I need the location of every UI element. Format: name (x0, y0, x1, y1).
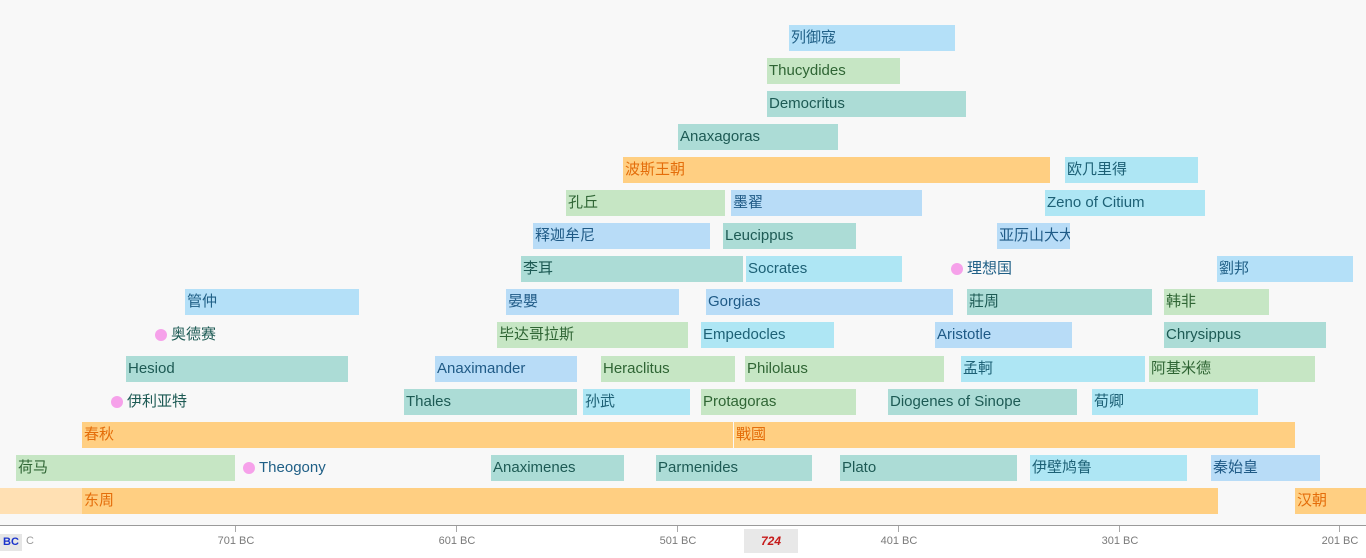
event-warring-states[interactable]: 戰國 (734, 422, 1295, 448)
event-pythagoras[interactable]: 毕达哥拉斯 (497, 322, 688, 348)
event-epicurus[interactable]: 伊壁鸠鲁 (1030, 455, 1187, 481)
event-han-dynasty[interactable]: 汉朝 (1295, 488, 1366, 514)
point-marker-icon (951, 263, 963, 275)
event-parmenides[interactable]: Parmenides (656, 455, 812, 481)
event-protagoras[interactable]: Protagoras (701, 389, 856, 415)
event-qin-shi-huang[interactable]: 秦始皇 (1211, 455, 1320, 481)
event-anaximenes[interactable]: Anaximenes (491, 455, 624, 481)
event-chrysippus[interactable]: Chrysippus (1164, 322, 1326, 348)
event-plato[interactable]: Plato (840, 455, 1017, 481)
point-event-odyssey[interactable]: 奥德赛 (155, 322, 216, 348)
event-socrates[interactable]: Socrates (746, 256, 902, 282)
event-kong-qiu[interactable]: 孔丘 (566, 190, 725, 216)
event-liu-bang[interactable]: 劉邦 (1217, 256, 1353, 282)
axis-tick (1119, 526, 1120, 532)
event-alexander[interactable]: 亚历山大大帝 (997, 223, 1070, 249)
axis-tick (898, 526, 899, 532)
event-anaxagoras[interactable]: Anaxagoras (678, 124, 838, 150)
event-archimedes[interactable]: 阿基米德 (1149, 356, 1315, 382)
time-axis[interactable]: BC C 701 BC 601 BC 501 BC 401 BC 301 BC … (0, 525, 1366, 558)
point-label: 伊利亚特 (127, 393, 188, 410)
axis-tick-label: 601 BC (438, 535, 476, 547)
point-marker-icon (243, 462, 255, 474)
event-xun-qing[interactable]: 荀卿 (1092, 389, 1258, 415)
point-label: Theogony (259, 459, 326, 476)
event-diogenes[interactable]: Diogenes of Sinope (888, 389, 1077, 415)
event-li-er[interactable]: 李耳 (521, 256, 743, 282)
event-empedocles[interactable]: Empedocles (701, 322, 834, 348)
event-meng-ke[interactable]: 孟軻 (961, 356, 1145, 382)
event-anaximander[interactable]: Anaximander (435, 356, 577, 382)
event-hesiod[interactable]: Hesiod (126, 356, 348, 382)
cursor-year-label: 724 (760, 534, 782, 548)
event-leucippus[interactable]: Leucippus (723, 223, 856, 249)
axis-tick (235, 526, 236, 532)
point-event-republic[interactable]: 理想国 (951, 256, 1012, 282)
event-guan-zhong[interactable]: 管仲 (185, 289, 359, 315)
axis-tick-label: 501 BC (659, 535, 697, 547)
event-eastern-zhou[interactable]: 东周 (82, 488, 1218, 514)
event-heraclitus[interactable]: Heraclitus (601, 356, 735, 382)
event-aristotle[interactable]: Aristotle (935, 322, 1072, 348)
event-era-segment[interactable] (0, 488, 82, 514)
era-suffix: C (26, 535, 34, 547)
axis-tick-label: 701 BC (217, 535, 255, 547)
cursor-year-marker[interactable] (744, 529, 798, 553)
axis-tick (677, 526, 678, 532)
event-thales[interactable]: Thales (404, 389, 577, 415)
timeline-canvas[interactable]: 列御寇 Thucydides Democritus Anaxagoras 波斯王… (0, 0, 1366, 525)
event-persian-dynasty[interactable]: 波斯王朝 (623, 157, 1050, 183)
point-label: 奥德赛 (171, 326, 217, 343)
point-event-theogony[interactable]: Theogony (243, 455, 326, 481)
axis-tick-label: 201 BC (1321, 535, 1359, 547)
event-thucydides[interactable]: Thucydides (767, 58, 900, 84)
point-label: 理想国 (967, 260, 1013, 277)
point-marker-icon (155, 329, 167, 341)
axis-tick-label: 401 BC (880, 535, 918, 547)
era-indicator: BC (0, 534, 22, 551)
axis-tick (456, 526, 457, 532)
event-democritus[interactable]: Democritus (767, 91, 966, 117)
event-gorgias[interactable]: Gorgias (706, 289, 953, 315)
point-marker-icon (111, 396, 123, 408)
event-han-fei[interactable]: 韩非 (1164, 289, 1269, 315)
event-lie-yukou[interactable]: 列御寇 (789, 25, 955, 51)
axis-tick-label: 301 BC (1101, 535, 1139, 547)
event-zhuang-zhou[interactable]: 莊周 (967, 289, 1152, 315)
event-euclid[interactable]: 欧几里得 (1065, 157, 1198, 183)
event-homer[interactable]: 荷马 (16, 455, 235, 481)
event-philolaus[interactable]: Philolaus (745, 356, 944, 382)
event-shakyamuni[interactable]: 释迦牟尼 (533, 223, 710, 249)
event-yan-ying[interactable]: 晏嬰 (506, 289, 679, 315)
axis-tick (1339, 526, 1340, 532)
point-event-iliad[interactable]: 伊利亚特 (111, 389, 187, 415)
event-zeno-of-citium[interactable]: Zeno of Citium (1045, 190, 1205, 216)
event-sun-wu[interactable]: 孙武 (583, 389, 690, 415)
event-mo-di[interactable]: 墨翟 (731, 190, 922, 216)
event-spring-autumn[interactable]: 春秋 (82, 422, 733, 448)
